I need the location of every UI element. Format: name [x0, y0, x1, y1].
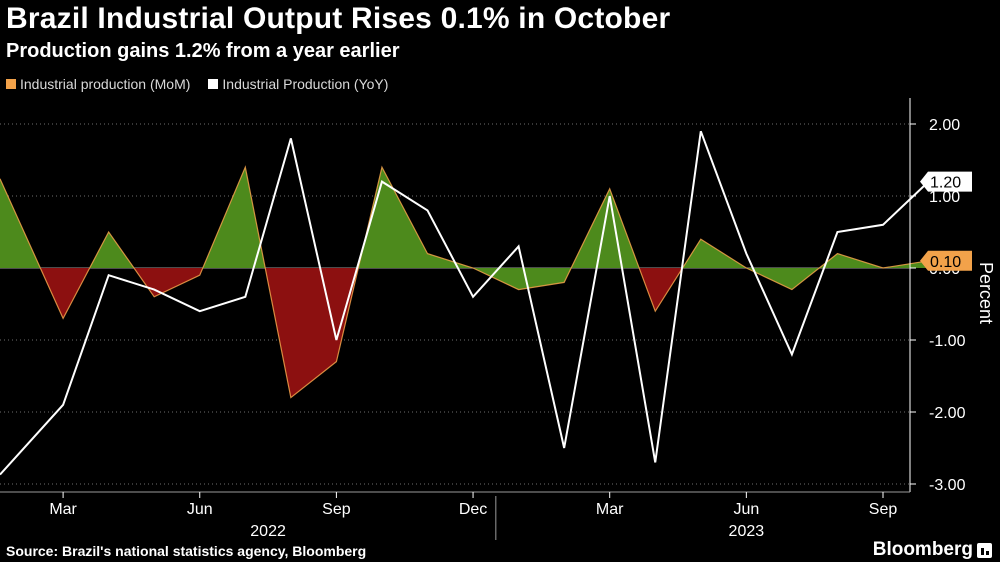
mom-area-negative — [40, 268, 90, 319]
legend-item-mom: Industrial production (MoM) — [6, 76, 190, 92]
y-tick-label: -1.00 — [929, 333, 966, 350]
x-tick-label: Sep — [322, 501, 351, 518]
chart-title: Brazil Industrial Output Rises 0.1% in O… — [6, 2, 671, 35]
mom-area-positive — [89, 232, 134, 268]
mom-area-positive — [682, 239, 820, 290]
x-tick-label: Jun — [187, 501, 213, 518]
chart-subtitle: Production gains 1.2% from a year earlie… — [6, 40, 400, 62]
x-tick-label: Sep — [869, 501, 898, 518]
chart-legend: Industrial production (MoM) Industrial P… — [6, 76, 388, 92]
mom-area-positive — [358, 167, 572, 290]
mom-area-negative — [639, 268, 683, 312]
mom-series-line — [0, 165, 929, 399]
bloomberg-logo: Bloomberg — [873, 539, 992, 561]
chart-gridlines — [0, 123, 910, 485]
yoy-series-line — [0, 130, 930, 476]
x-year-label: 2023 — [729, 523, 765, 540]
value-labels: 1.20 0.10 — [920, 171, 972, 271]
mom-last-value-label-bg — [920, 250, 972, 271]
mom-last-value-label-text: 0.10 — [930, 254, 961, 271]
mom-area-group — [0, 165, 929, 399]
y-tick-label: 1.00 — [929, 189, 960, 206]
mom-last-value-label: 0.10 — [920, 250, 972, 271]
y-tick-label: -2.00 — [929, 405, 966, 422]
y-axis-title: Percent — [976, 262, 996, 324]
legend-item-yoy: Industrial Production (YoY) — [208, 76, 388, 92]
legend-swatch-mom — [6, 79, 16, 89]
yoy-last-value-label-text: 1.20 — [930, 175, 961, 192]
x-tick-label: Jun — [733, 501, 759, 518]
x-tick-label: Dec — [459, 501, 487, 518]
bloomberg-chart-icon — [977, 542, 992, 558]
yoy-last-value-label-bg — [920, 171, 972, 192]
chart-axes: 2.001.000.00-1.00-2.00-3.00PercentMarJun… — [0, 98, 996, 540]
yoy-last-value-label: 1.20 — [920, 171, 972, 192]
brand-name: Bloomberg — [872, 539, 973, 560]
mom-area-negative — [265, 268, 359, 398]
mom-area-positive — [202, 167, 266, 268]
y-tick-label: -3.00 — [929, 477, 966, 494]
legend-swatch-yoy — [208, 79, 219, 89]
legend-label-yoy: Industrial Production (YoY) — [222, 76, 389, 92]
x-year-label: 2022 — [250, 523, 286, 540]
legend-label-mom: Industrial production (MoM) — [20, 76, 191, 92]
x-tick-label: Mar — [596, 501, 624, 518]
x-tick-label: Mar — [49, 501, 77, 518]
source-note: Source: Brazil's national statistics age… — [6, 543, 367, 559]
mom-area-positive — [571, 188, 640, 268]
mom-area-positive — [819, 253, 929, 268]
series-lines — [0, 130, 930, 476]
y-tick-label: 2.00 — [929, 117, 960, 134]
